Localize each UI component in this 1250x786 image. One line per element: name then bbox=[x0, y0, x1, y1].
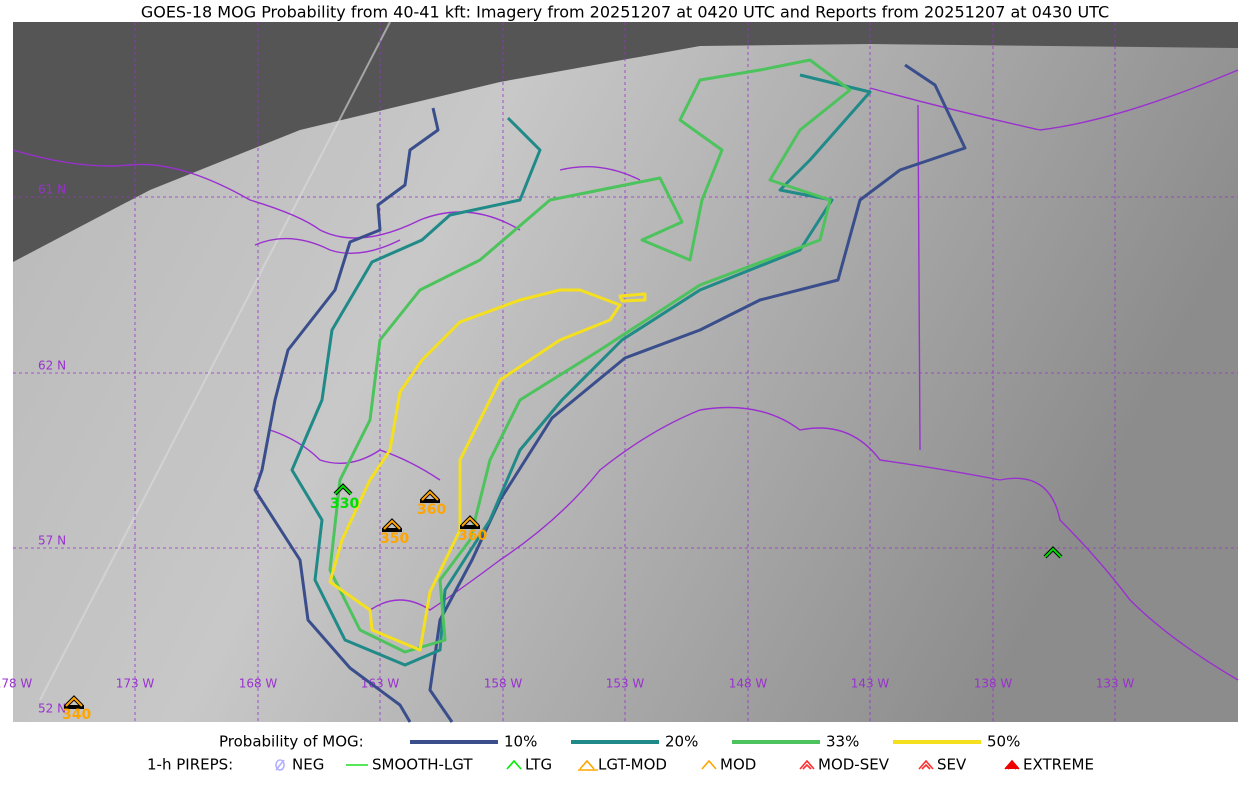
lon-label: 148 W bbox=[729, 677, 768, 691]
lat-label: 57 N bbox=[38, 534, 66, 548]
legend-icon bbox=[1004, 759, 1020, 770]
lat-label: 61 N bbox=[38, 183, 66, 197]
legend-label: MOD-SEV bbox=[818, 756, 890, 774]
legend-label: 33% bbox=[826, 733, 859, 751]
lon-label: 173 W bbox=[116, 677, 155, 691]
legend-label: SEV bbox=[937, 756, 967, 774]
graticule: 61 N 62 N 57 N 52 N 178 W 173 W 168 W 163 W 158 … bbox=[0, 22, 1238, 722]
reports: 330 360 350 360 340 bbox=[62, 483, 1063, 723]
legend-icon bbox=[918, 759, 934, 770]
legend-icon bbox=[799, 759, 815, 770]
lon-label: 168 W bbox=[239, 677, 278, 691]
legend-label: LTG bbox=[525, 756, 552, 774]
report-marker bbox=[65, 696, 83, 707]
contour-line bbox=[428, 63, 967, 723]
report-marker bbox=[1044, 547, 1062, 558]
lon-label: 143 W bbox=[851, 677, 890, 691]
scan-line bbox=[39, 21, 391, 701]
lat-label: 62 N bbox=[38, 359, 66, 373]
legend-label: MOD bbox=[720, 756, 756, 774]
title: GOES-18 MOG Probability from 40-41 kft: … bbox=[141, 3, 1109, 22]
legend-label: 20% bbox=[665, 733, 698, 751]
report-marker bbox=[334, 484, 352, 495]
no-data-area bbox=[13, 22, 1238, 262]
report-label: 360 bbox=[417, 502, 446, 518]
report-label: 330 bbox=[330, 496, 359, 512]
report-marker bbox=[461, 516, 479, 527]
legend-title: 1-h PIREPS: bbox=[147, 756, 233, 774]
contour-line bbox=[328, 288, 622, 652]
report-label: 340 bbox=[62, 707, 91, 723]
contour-line bbox=[618, 292, 647, 303]
legend-icon bbox=[578, 759, 598, 771]
report-label: 360 bbox=[458, 528, 487, 544]
legend-title: Probability of MOG: bbox=[219, 733, 364, 751]
legend-label: NEG bbox=[292, 756, 324, 774]
legend-label: SMOOTH-LGT bbox=[372, 756, 473, 774]
legend-label: LGT-MOD bbox=[598, 756, 667, 774]
map bbox=[12, 21, 1239, 722]
lat-label: 52 N bbox=[38, 702, 66, 716]
legend-label: EXTREME bbox=[1023, 756, 1094, 774]
lon-label: 153 W bbox=[606, 677, 645, 691]
lon-label: 138 W bbox=[974, 677, 1013, 691]
legend-label: 50% bbox=[987, 733, 1020, 751]
contour-line bbox=[328, 58, 852, 654]
report-label: 350 bbox=[380, 531, 409, 547]
report-marker bbox=[421, 490, 439, 501]
legend-icon bbox=[275, 759, 285, 771]
legend-icon bbox=[701, 759, 717, 770]
coastlines bbox=[12, 69, 1239, 681]
lon-label: 163 W bbox=[361, 677, 400, 691]
report-marker bbox=[383, 519, 401, 530]
lon-label: 158 W bbox=[484, 677, 523, 691]
contour-line bbox=[253, 107, 440, 723]
legend-icon bbox=[506, 759, 522, 770]
legend-label: 10% bbox=[504, 733, 537, 751]
lon-label: 178 W bbox=[0, 677, 32, 691]
contours bbox=[253, 58, 967, 723]
legend: Probability of MOG: 10% 20% 33% 50% 1-h PIREP… bbox=[147, 733, 1094, 774]
lon-label: 133 W bbox=[1096, 677, 1135, 691]
